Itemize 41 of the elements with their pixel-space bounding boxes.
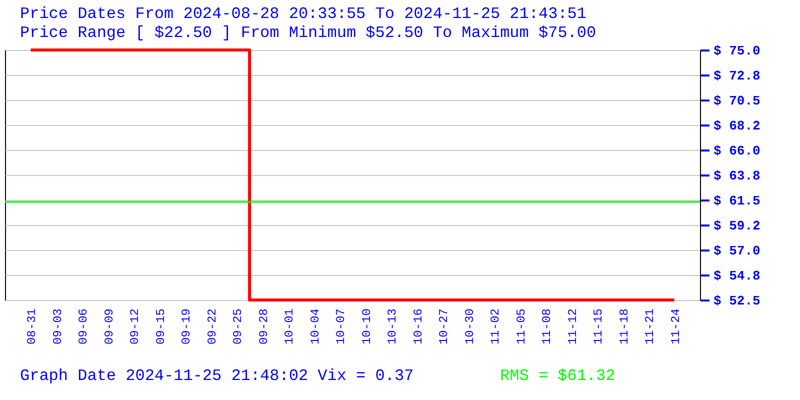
x-tick-label: 11-15 (592, 308, 606, 345)
text: Graph Date 2024-11-25 21:48:02 Vix = 0.37 (20, 367, 414, 385)
y-tick-label: $ 59.2 (714, 218, 761, 234)
x-tick-label: 11-18 (617, 308, 632, 345)
y-tick-label: $ 75.0 (714, 44, 761, 58)
x-tick-label: 08-31 (25, 308, 40, 345)
y-tick-label: $ 57.0 (714, 244, 761, 258)
x-tick-label: 11-24 (668, 308, 683, 345)
y-tick-label: $ 52.5 (714, 294, 761, 308)
y-tick-label: $ 54.8 (714, 268, 761, 284)
x-tick-label: 10-30 (462, 308, 477, 345)
y-tick-label: $ 68.2 (714, 118, 761, 134)
x-tick-label: 11-21 (643, 308, 658, 345)
x-tick-label: 09-06 (76, 308, 91, 345)
x-tick-label: 09-03 (50, 308, 65, 345)
x-tick-label: 11-08 (540, 308, 554, 345)
y-tick-label: $ 63.8 (714, 168, 761, 184)
x-tick-label: 10-01 (282, 308, 297, 345)
x-tick-label: 11-02 (488, 308, 503, 345)
ref-line-label: RMS = $61.32 (500, 367, 616, 385)
x-tick-label: 09-28 (256, 308, 271, 345)
x-tick-label: 09-22 (205, 308, 220, 345)
x-tick-label: 11-12 (566, 308, 580, 345)
x-tick-label: 10-13 (386, 308, 400, 345)
chart-title: Price Dates From 2024-08-28 20:33:55 To 2024-11-25 21:43:51 (20, 5, 586, 23)
y-tick-label: $ 66.0 (714, 144, 761, 158)
x-tick-label: 09-25 (231, 308, 246, 345)
x-tick-label: 11-05 (514, 308, 528, 345)
y-tick-label: $ 61.5 (714, 194, 761, 208)
chart-subtitle: Price Range [ $22.50 ] From Minimum $52.50 To Maximum $75.00 (20, 24, 596, 42)
x-tick-label: 10-27 (437, 308, 452, 345)
x-tick-label: 10-07 (334, 308, 348, 345)
x-tick-label: 10-10 (360, 308, 374, 345)
x-tick-label: 09-15 (154, 308, 168, 345)
y-tick-label: $ 72.8 (714, 68, 761, 84)
y-tick-label: $ 70.5 (714, 94, 761, 108)
x-tick-label: 10-04 (308, 308, 322, 345)
x-tick-label: 09-12 (128, 308, 142, 345)
x-tick-label: 09-19 (180, 308, 194, 345)
x-tick-label: 10-16 (411, 308, 426, 345)
x-tick-label: 09-09 (102, 308, 116, 345)
